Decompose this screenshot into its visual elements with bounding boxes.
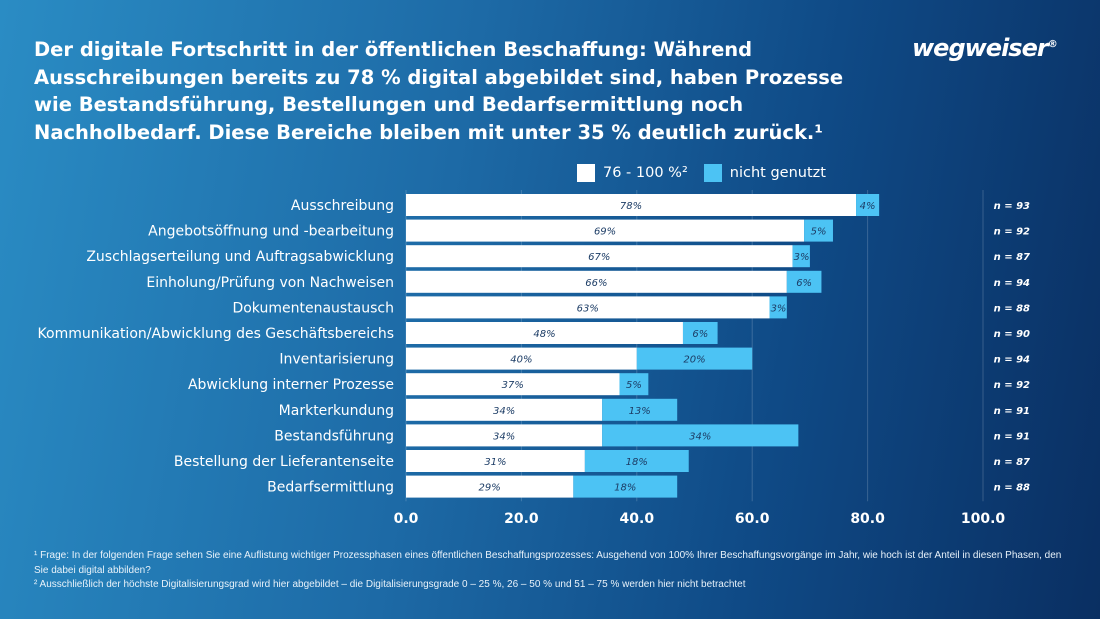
bar-segment: [804, 219, 833, 242]
x-tick-label: 100.0: [961, 511, 1006, 527]
n-label: n = 88: [994, 303, 1030, 314]
data-label: 3%: [794, 252, 810, 263]
n-label: n = 92: [994, 380, 1030, 391]
data-label: 6%: [692, 329, 708, 340]
category-label: Bestandsführung: [274, 428, 394, 444]
x-tick-label: 40.0: [620, 511, 655, 527]
category-label: Bestellung der Lieferantenseite: [174, 454, 394, 470]
bar-segment: [786, 270, 822, 293]
legend-item-nicht-genutzt: nicht genutzt: [703, 164, 826, 182]
category-label: Angebotsöffnung und -bearbeitung: [148, 224, 394, 240]
bar-segment: [769, 296, 787, 319]
n-label: n = 92: [994, 227, 1030, 238]
n-label: n = 91: [994, 431, 1030, 442]
n-label: n = 91: [994, 406, 1030, 417]
legend-label: 76 - 100 %²: [603, 165, 688, 181]
data-label: 5%: [626, 380, 642, 391]
bar-segment: [682, 322, 718, 344]
bar-segment: [573, 475, 678, 498]
bar-segment: [406, 219, 805, 242]
data-label: 34%: [493, 431, 515, 442]
data-label: 37%: [502, 380, 524, 391]
category-label: Markterkundung: [279, 403, 394, 419]
bar-segment: [792, 245, 810, 268]
category-label: Dokumentenaustausch: [232, 300, 394, 316]
footnote-1: ¹ Frage: In der folgenden Frage sehen Si…: [34, 550, 1062, 576]
data-label: 29%: [479, 483, 501, 494]
data-label: 20%: [683, 355, 705, 366]
data-label: 18%: [614, 483, 636, 494]
category-label: Einholung/Prüfung von Nachweisen: [146, 275, 394, 291]
data-label: 18%: [626, 457, 648, 468]
footnote-2: ² Ausschließlich der höchste Digitalisie…: [34, 579, 746, 590]
bar-segment: [406, 450, 585, 472]
bar-segment: [406, 296, 770, 319]
n-label: n = 93: [994, 201, 1030, 212]
category-label: Inventarisierung: [279, 352, 394, 368]
bar-segment: [406, 270, 787, 293]
category-label: Kommunikation/Abwicklung des Geschäftsbe…: [38, 326, 394, 342]
data-label: 6%: [796, 278, 812, 289]
legend-swatch-white: [577, 164, 595, 182]
x-tick-label: 20.0: [504, 511, 539, 527]
bar-segment: [406, 475, 574, 498]
bar-segment: [856, 194, 880, 216]
data-label: 31%: [484, 457, 506, 468]
category-label: Zuschlagserteilung und Auftragsabwicklun…: [86, 249, 394, 265]
data-label: 34%: [689, 431, 711, 442]
bar-segment: [584, 450, 689, 472]
data-label: 78%: [620, 201, 642, 212]
data-label: 4%: [860, 201, 876, 212]
category-label: Abwicklung interner Prozesse: [188, 377, 394, 393]
n-label: n = 94: [994, 278, 1030, 289]
n-label: n = 87: [994, 252, 1030, 263]
x-tick-label: 80.0: [850, 511, 885, 527]
bar-segment: [406, 245, 793, 268]
data-label: 63%: [577, 303, 599, 314]
data-label: 40%: [510, 355, 532, 366]
category-label: Ausschreibung: [291, 198, 394, 214]
bar-segment: [406, 322, 683, 344]
bar-segment: [602, 424, 799, 447]
bar-segment: [636, 347, 753, 370]
bar-segment: [406, 347, 637, 370]
data-label: 66%: [585, 278, 607, 289]
n-label: n = 94: [994, 355, 1030, 366]
bar-segment: [406, 194, 857, 216]
footnotes: ¹ Frage: In der folgenden Frage sehen Si…: [34, 549, 1064, 593]
legend-item-76-100: 76 - 100 %²: [577, 164, 688, 182]
x-tick-label: 60.0: [735, 511, 770, 527]
bar-segment: [602, 398, 678, 421]
data-label: 69%: [594, 227, 616, 238]
data-label: 13%: [629, 406, 651, 417]
data-label: 5%: [811, 227, 827, 238]
bar-segment: [406, 424, 603, 447]
data-label: 34%: [493, 406, 515, 417]
n-label: n = 90: [994, 329, 1030, 340]
n-label: n = 88: [994, 483, 1030, 494]
n-label: n = 87: [994, 457, 1030, 468]
category-label: Bedarfsermittlung: [267, 480, 394, 496]
bar-segment: [406, 373, 620, 396]
data-label: 48%: [533, 329, 555, 340]
bar-segment: [406, 398, 603, 421]
legend: 76 - 100 %² nicht genutzt: [577, 164, 826, 182]
data-label: 3%: [771, 303, 787, 314]
wegweiser-logo: wegweiser®: [912, 34, 1058, 62]
chart-title: Der digitale Fortschritt in der öffentli…: [34, 38, 844, 144]
x-tick-label: 0.0: [394, 511, 419, 527]
data-label: 67%: [588, 252, 610, 263]
bar-chart: 0.0 20.0 40.0 60.0 80.0 100.0 Ausschreibung 78%…: [38, 194, 1030, 527]
legend-swatch-blue: [703, 164, 722, 182]
legend-label: nicht genutzt: [729, 165, 826, 181]
bar-segment: [619, 373, 649, 396]
